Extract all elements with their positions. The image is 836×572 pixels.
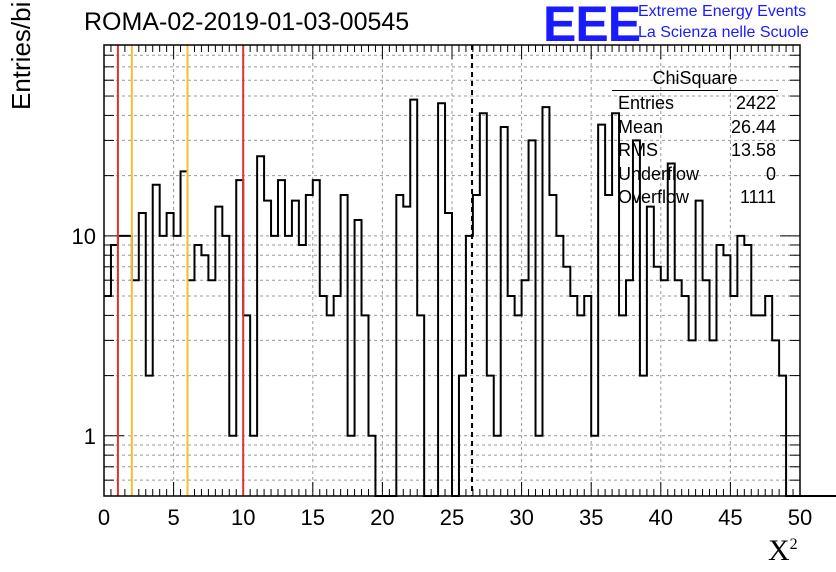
histogram-series [104, 98, 836, 497]
y-tick-label: 10 [72, 224, 96, 249]
stats-label: Entries [618, 93, 675, 113]
x-tick-label: 15 [301, 505, 325, 530]
stats-row-mean: Mean 26.44 [618, 117, 776, 141]
stats-value: 26.44 [730, 116, 776, 137]
stats-box: ChiSquare Entries 2422 Mean 26.44 RMS 13… [612, 68, 778, 211]
x-tick-label: 25 [440, 505, 464, 530]
x-tick-label: 30 [509, 505, 533, 530]
logo-tagline-1: Extreme Energy Events [638, 3, 807, 20]
logo-tagline-2: La Scienza nelle Scuole [638, 24, 809, 41]
stats-label: Overflow [618, 187, 690, 207]
stats-label: RMS [618, 140, 658, 160]
x-tick-label: 0 [98, 505, 110, 530]
x-tick-label: 45 [718, 505, 742, 530]
stats-row-overflow: Overflow 1111 [618, 187, 776, 211]
stats-row-rms: RMS 13.58 [618, 140, 776, 164]
x-tick-label: 50 [788, 505, 812, 530]
stats-title: ChiSquare [612, 68, 778, 91]
x-tick-label: 40 [649, 505, 673, 530]
x-tick-label: 20 [370, 505, 394, 530]
stats-value: 1111 [739, 187, 776, 207]
eee-logo: EEE [543, 0, 641, 52]
plot-frame [103, 44, 801, 497]
x-tick-label: 10 [231, 505, 255, 530]
x-axis-label: X2 [768, 534, 798, 567]
x-tick-label: 35 [579, 505, 603, 530]
stats-value: 13.58 [730, 140, 776, 160]
y-tick-label: 1 [84, 424, 96, 449]
stats-row-underflow: Underflow 0 [618, 164, 776, 188]
stats-row-entries: Entries 2422 [618, 93, 776, 117]
chart-title: ROMA-02-2019-01-03-00545 [84, 8, 410, 36]
stats-label: Mean [618, 116, 664, 137]
y-axis-label: Entries/bin [6, 0, 36, 110]
x-tick-label: 5 [167, 505, 179, 530]
stats-value: 2422 [735, 93, 776, 113]
stats-label: Underflow [618, 163, 700, 184]
stats-value: 0 [765, 163, 776, 184]
